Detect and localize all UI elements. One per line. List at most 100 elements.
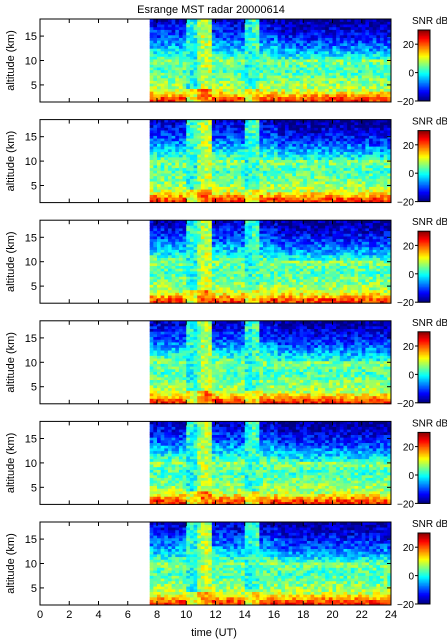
heatmap-cell: [219, 156, 224, 161]
heatmap-cell: [182, 236, 187, 240]
heatmap-cell: [248, 21, 253, 25]
heatmap-cell: [339, 72, 344, 76]
heatmap-cell: [299, 194, 304, 198]
heatmap-cell: [350, 140, 355, 144]
heatmap-cell: [317, 138, 322, 142]
heatmap-cell: [274, 189, 279, 193]
heatmap-cell: [314, 181, 319, 185]
heatmap-cell: [222, 246, 227, 250]
heatmap-cell: [376, 124, 381, 128]
heatmap-cell: [237, 85, 242, 89]
heatmap-cell: [358, 24, 363, 28]
heatmap-cell: [193, 284, 198, 288]
heatmap-cell: [321, 37, 326, 41]
heatmap-cell: [383, 132, 388, 136]
heatmap-cell: [204, 284, 209, 288]
heatmap-cell: [189, 183, 194, 187]
heatmap-cell: [204, 93, 209, 98]
heatmap-cell: [310, 156, 315, 161]
heatmap-cell: [164, 167, 169, 171]
heatmap-cell: [263, 75, 268, 79]
heatmap-cell: [153, 194, 158, 198]
colorbar-tick-label: −20: [397, 97, 414, 108]
heatmap-cell: [171, 183, 176, 187]
heatmap-cell: [200, 99, 205, 103]
heatmap-cell: [350, 56, 355, 60]
heatmap-cell: [376, 67, 381, 71]
heatmap-cell: [219, 284, 224, 288]
heatmap-cell: [252, 135, 257, 139]
heatmap-cell: [178, 148, 183, 152]
heatmap-cell: [171, 151, 176, 155]
heatmap-cell: [328, 67, 333, 71]
heatmap-cell: [171, 230, 176, 234]
heatmap-cell: [336, 154, 341, 158]
heatmap-cell: [241, 130, 246, 134]
heatmap-cell: [149, 287, 154, 291]
heatmap-cell: [387, 119, 392, 123]
colorbar-segment: [418, 141, 430, 144]
heatmap-cell: [347, 53, 352, 57]
heatmap-cell: [193, 26, 198, 30]
heatmap-cell: [387, 189, 392, 193]
heatmap-cell: [230, 132, 235, 136]
heatmap-cell: [226, 225, 231, 229]
heatmap-cell: [306, 61, 311, 65]
heatmap-cell: [164, 197, 169, 201]
heatmap-cell: [288, 40, 293, 44]
heatmap-cell: [175, 175, 180, 179]
heatmap-cell: [292, 40, 297, 44]
heatmap-cell: [219, 219, 224, 224]
heatmap-cell: [167, 170, 173, 174]
heatmap-cell: [230, 135, 235, 139]
heatmap-cell: [215, 69, 220, 73]
heatmap-cell: [233, 72, 238, 76]
heatmap-cell: [222, 45, 227, 49]
colorbar-segment: [418, 47, 430, 49]
heatmap-cell: [317, 162, 322, 166]
colorbar-segment: [418, 95, 430, 98]
heatmap-cell: [303, 167, 308, 171]
heatmap-cell: [266, 156, 271, 161]
heatmap-cell: [230, 91, 235, 95]
heatmap-cell: [178, 56, 183, 60]
heatmap-cell: [303, 154, 308, 158]
heatmap-cell: [186, 140, 191, 144]
heatmap-cell: [171, 127, 176, 131]
heatmap-cell: [160, 197, 165, 201]
heatmap-cell: [317, 130, 322, 134]
heatmap-cell: [178, 154, 183, 158]
heatmap-cell: [299, 80, 304, 84]
heatmap-cell: [230, 260, 235, 264]
heatmap-cell: [299, 165, 304, 169]
heatmap-cell: [153, 99, 158, 103]
heatmap-cell: [164, 284, 169, 288]
heatmap-cell: [171, 260, 176, 264]
heatmap-cell: [215, 50, 220, 55]
heatmap-cell: [339, 80, 344, 84]
heatmap-cell: [204, 270, 209, 275]
heatmap-cell: [208, 162, 213, 166]
heatmap-cell: [270, 61, 275, 65]
heatmap-cell: [178, 40, 183, 44]
heatmap-cell: [317, 42, 322, 47]
heatmap-cell: [197, 88, 202, 92]
heatmap-cell: [167, 148, 173, 152]
heatmap-cell: [306, 64, 311, 68]
heatmap-cell: [153, 162, 158, 166]
heatmap-cell: [226, 194, 231, 198]
heatmap-cell: [252, 199, 257, 203]
heatmap-cell: [252, 59, 257, 63]
heatmap-cell: [157, 69, 162, 73]
heatmap-cell: [332, 181, 337, 185]
heatmap-cell: [252, 75, 257, 79]
heatmap-cell: [321, 64, 326, 68]
heatmap-cell: [244, 26, 249, 30]
heatmap-cell: [175, 80, 180, 84]
heatmap-cell: [200, 80, 205, 84]
heatmap-cell: [219, 138, 224, 142]
heatmap-cell: [208, 48, 213, 52]
heatmap-cell: [292, 175, 297, 179]
heatmap-cell: [230, 56, 235, 60]
heatmap-cell: [200, 159, 205, 163]
